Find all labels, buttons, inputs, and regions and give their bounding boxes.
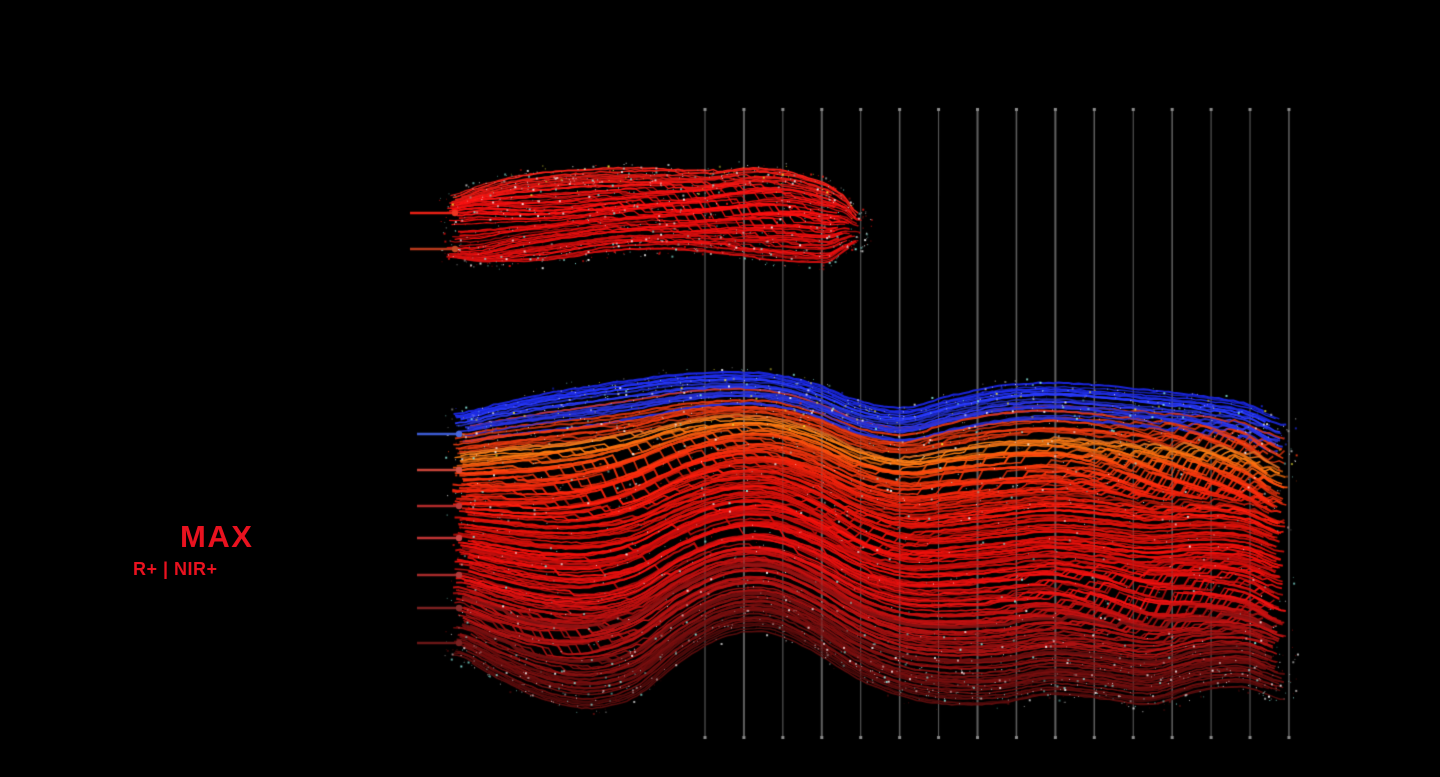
max-label: MAX xyxy=(180,519,254,554)
band-ratio-label: R+ | NIR+ xyxy=(133,559,218,579)
